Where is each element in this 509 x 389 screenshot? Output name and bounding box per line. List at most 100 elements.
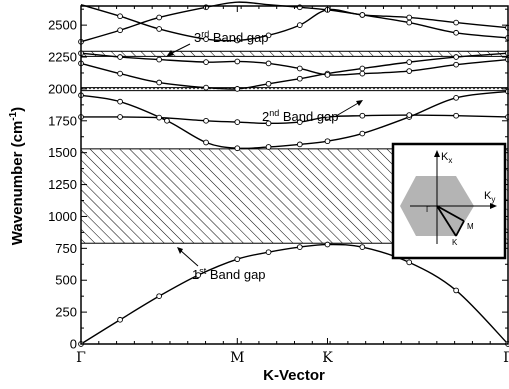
band-line-7 <box>80 4 509 42</box>
band-2-point-11 <box>453 94 459 101</box>
y-tick-label-2000: 2000 <box>48 81 77 96</box>
band-3-point-9 <box>359 112 366 119</box>
band-7-point-6 <box>265 32 272 39</box>
band-gap-2-label: 2nd Band gap <box>262 108 339 124</box>
band-gap-3-num: 3 <box>194 30 201 45</box>
band-7-point-4 <box>203 36 209 43</box>
y-tick-label-500: 500 <box>55 273 77 288</box>
band-4-point-7 <box>296 75 303 82</box>
band-2-point-2 <box>117 98 123 105</box>
inset-kx-label: Kx <box>441 151 452 165</box>
band-1-point-10 <box>406 259 413 266</box>
band-1-point-2 <box>117 316 123 323</box>
y-tick-label-0: 0 <box>70 337 77 352</box>
band-7-point-11 <box>453 19 459 26</box>
band-5-point-9 <box>359 70 366 77</box>
band-gap-1-num: 1 <box>192 267 199 282</box>
band-3-point-7 <box>296 119 303 125</box>
band-gap-2-sup: nd <box>269 108 279 118</box>
band-5-point-10 <box>406 68 413 74</box>
band-7-point-7 <box>296 22 303 28</box>
band-2-point-7 <box>296 141 303 148</box>
band-6-point-11 <box>453 29 459 36</box>
band-4-point-9 <box>359 65 366 72</box>
band-4-point-11 <box>453 54 459 60</box>
ky-arrowhead <box>490 203 497 209</box>
x-tick-label-3: Γ <box>503 350 509 366</box>
y-tick-label-1750: 1750 <box>48 113 77 128</box>
band-4-point-4 <box>203 84 209 91</box>
inset-ky-label: Ky <box>484 190 495 204</box>
band-3-point-6 <box>265 120 272 127</box>
brillouin-zone-inset: Kx Ky Γ M K <box>391 142 507 260</box>
band-5-point-4 <box>203 59 209 65</box>
band-2-point-8 <box>324 138 331 145</box>
band-1-point-9 <box>359 244 366 250</box>
band-3-point-11 <box>453 112 459 119</box>
band-gap-1-rest: Band gap <box>206 267 265 282</box>
band-1-point-5 <box>234 256 241 263</box>
x-tick-label-2: K <box>322 350 333 366</box>
band-7-point-3 <box>156 26 162 32</box>
band-gap-3-arrowhead <box>166 50 174 57</box>
band-4-point-6 <box>265 80 272 87</box>
band-4-point-10 <box>406 59 413 65</box>
band-gap-3-rest: Band gap <box>209 30 268 45</box>
band-7-point-10 <box>406 14 413 21</box>
inset-gamma-label: Γ <box>426 205 431 214</box>
band-4-point-2 <box>117 70 123 77</box>
band-1-point-11 <box>453 287 459 294</box>
band-gap-region-2 <box>80 87 509 92</box>
y-tick-label-1000: 1000 <box>48 209 77 224</box>
band-gap-1-arrowhead <box>177 247 183 254</box>
band-2-point-4 <box>203 139 209 146</box>
band-7-point-9 <box>359 12 366 18</box>
y-tick-label-250: 250 <box>55 305 77 320</box>
band-gap-2-rest: Band gap <box>279 109 338 124</box>
band-5-point-2 <box>117 54 123 60</box>
band-7-point-2 <box>117 13 123 20</box>
band-line-1 <box>80 243 509 345</box>
band-2-point-9 <box>359 130 366 137</box>
band-5-point-8 <box>324 72 331 78</box>
band-gap-1-label: 1st Band gap <box>192 266 266 282</box>
band-2-point-3 <box>164 117 170 124</box>
band-line-5 <box>80 52 509 76</box>
band-gap-region-3 <box>80 50 509 57</box>
band-gap-2-num: 2 <box>262 109 269 124</box>
gamma-m-path <box>436 205 465 222</box>
x-tick-label-0: Γ <box>76 350 86 366</box>
y-axis-title-sup: -1 <box>8 111 19 120</box>
band-gap-3-label: 3rd Band gap <box>194 29 269 45</box>
y-tick-label-2250: 2250 <box>48 50 77 65</box>
band-3-point-8 <box>324 114 331 120</box>
band-3-point-4 <box>203 117 209 124</box>
band-5-point-3 <box>156 56 162 63</box>
band-4-point-3 <box>156 79 162 86</box>
band-gap-2-arrowhead <box>356 100 363 106</box>
inset-ky-main: K <box>484 190 492 202</box>
inset-kx-sub: x <box>448 156 452 165</box>
band-4-point-5 <box>234 86 241 92</box>
x-axis-title: K-Vector <box>263 367 325 384</box>
band-6-point-10 <box>406 19 413 26</box>
y-tick-label-1250: 1250 <box>48 177 77 192</box>
inset-m-label: M <box>467 222 474 231</box>
y-tick-label-1500: 1500 <box>48 145 77 160</box>
kx-arrowhead <box>434 150 440 157</box>
inset-k-label: K <box>452 238 458 247</box>
band-1-point-4 <box>195 272 202 278</box>
band-5-point-6 <box>265 60 272 67</box>
band-1-point-8 <box>324 241 331 248</box>
band-line-4 <box>80 52 509 90</box>
band-1-point-3 <box>156 293 162 300</box>
band-5-point-7 <box>296 65 303 72</box>
band-5-point-5 <box>234 58 241 65</box>
band-6-point-2 <box>117 27 123 34</box>
y-tick-label-2500: 2500 <box>48 18 77 33</box>
band-3-point-5 <box>234 119 241 125</box>
band-5-point-11 <box>453 61 459 68</box>
band-2-point-6 <box>265 144 272 150</box>
band-3-point-2 <box>117 114 123 120</box>
